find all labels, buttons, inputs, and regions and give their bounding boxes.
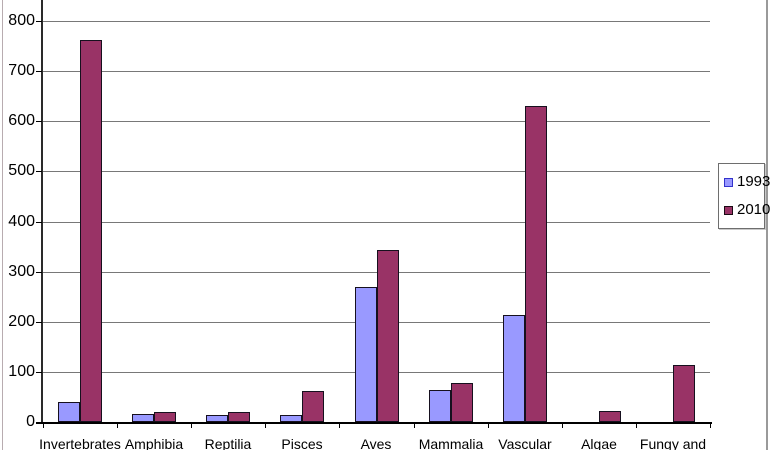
x-axis-tick-last <box>710 423 711 428</box>
x-axis-tick-8 <box>636 423 637 428</box>
bar-2010-aves <box>377 250 399 422</box>
x-axis-tick-1 <box>117 423 118 428</box>
y-axis-tick-700 <box>36 71 42 72</box>
bar-1993-amphibia <box>132 414 154 422</box>
legend-marker-2010 <box>724 205 733 215</box>
x-category-label-7: Algae <box>581 436 617 450</box>
gridline-700 <box>43 71 710 72</box>
x-category-label-0: Invertebrates <box>39 436 121 450</box>
y-tick-label-100: 100 <box>8 363 35 380</box>
x-axis-tick-0 <box>43 423 44 428</box>
y-axis-tick-400 <box>36 222 42 223</box>
bar-1993-pisces <box>280 415 302 422</box>
x-category-label-4: Aves <box>360 436 392 450</box>
y-tick-label-600: 600 <box>8 112 35 129</box>
bar-2010-fungy-and <box>673 365 695 422</box>
legend-item-2010: 2010 <box>724 202 770 218</box>
y-tick-label-700: 700 <box>8 62 35 79</box>
y-tick-label-200: 200 <box>8 313 35 330</box>
bar-2010-pisces <box>302 391 324 422</box>
y-tick-label-300: 300 <box>8 263 35 280</box>
y-axis-line <box>41 0 43 423</box>
x-axis-tick-7 <box>562 423 563 428</box>
y-axis-tick-100 <box>36 372 42 373</box>
legend-label-1993: 1993 <box>737 173 771 190</box>
bar-2010-amphibia <box>154 412 176 422</box>
x-axis-tick-6 <box>488 423 489 428</box>
y-tick-label-500: 500 <box>8 162 35 179</box>
x-category-label-1: Amphibia <box>124 436 184 450</box>
x-category-label-3: Pisces <box>281 436 323 450</box>
x-category-label-6: Vascular <box>498 436 552 450</box>
gridline-800 <box>43 21 710 22</box>
x-category-label-8: Fungy and <box>639 436 707 450</box>
y-axis-tick-0 <box>36 422 42 423</box>
bar-2010-invertebrates <box>80 40 102 422</box>
bar-2010-vascular <box>525 106 547 422</box>
bar-1993-aves <box>355 287 377 422</box>
legend: 1993 2010 <box>718 163 770 229</box>
bar-1993-mammalia <box>429 390 451 422</box>
chart-border-right <box>766 0 768 450</box>
y-tick-label-400: 400 <box>8 213 35 230</box>
x-axis-tick-4 <box>339 423 340 428</box>
gridline-600 <box>43 121 710 122</box>
legend-item-1993: 1993 <box>724 174 770 190</box>
gridline-400 <box>43 222 710 223</box>
y-tick-label-0: 0 <box>26 413 35 430</box>
bar-1993-reptilia <box>206 415 228 422</box>
bar-1993-invertebrates <box>58 402 80 422</box>
legend-label-2010: 2010 <box>737 201 771 218</box>
x-axis-line <box>36 422 712 424</box>
x-axis-tick-2 <box>191 423 192 428</box>
bar-2010-algae <box>599 411 621 422</box>
legend-marker-1993 <box>724 177 733 187</box>
x-axis-tick-5 <box>414 423 415 428</box>
y-axis-tick-300 <box>36 272 42 273</box>
x-category-label-5: Mammalia <box>418 436 484 450</box>
bar-2010-reptilia <box>228 412 250 422</box>
chart-border-left <box>2 0 3 450</box>
bar-1993-vascular <box>503 315 525 422</box>
x-axis-tick-3 <box>265 423 266 428</box>
y-axis-tick-500 <box>36 171 42 172</box>
y-axis-tick-200 <box>36 322 42 323</box>
gridline-300 <box>43 272 710 273</box>
y-axis-tick-600 <box>36 121 42 122</box>
x-category-label-2: Reptilia <box>204 436 252 450</box>
y-tick-label-800: 800 <box>8 12 35 29</box>
bar-2010-mammalia <box>451 383 473 422</box>
gridline-500 <box>43 171 710 172</box>
y-axis-tick-800 <box>36 21 42 22</box>
